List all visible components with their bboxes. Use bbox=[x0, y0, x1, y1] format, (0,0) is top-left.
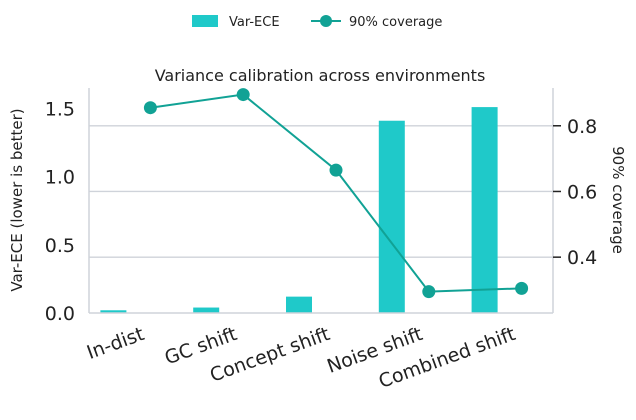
bar-noise-shift bbox=[378, 120, 405, 314]
coverage-point-noise-shift bbox=[422, 285, 436, 299]
legend-label-var-ece: Var-ECE bbox=[229, 15, 280, 30]
coverage-line bbox=[143, 88, 529, 299]
coverage-point-combined-shift bbox=[515, 281, 529, 295]
y-left-tick-label-0: 0.0 bbox=[45, 303, 75, 325]
bar-concept-shift bbox=[286, 296, 312, 313]
bar-in-dist bbox=[100, 310, 127, 313]
y-axis-left-title: Var-ECE (lower is better) bbox=[8, 108, 26, 291]
bar-combined-shift bbox=[471, 107, 498, 313]
legend: Var-ECE 90% coverage bbox=[192, 15, 442, 30]
tick-labels: 0.00.51.01.50.40.60.8In-dist GC shiftConc… bbox=[45, 98, 597, 392]
coverage-point-in-dist bbox=[143, 101, 157, 115]
y-axis-right-title: 90% coverage bbox=[609, 146, 627, 254]
y-left-tick-label-1: 0.5 bbox=[45, 235, 75, 257]
legend-label-coverage: 90% coverage bbox=[349, 15, 442, 30]
y-left-tick-label-3: 1.5 bbox=[45, 98, 75, 120]
legend-swatch-var-ece bbox=[192, 15, 218, 27]
axes bbox=[88, 88, 561, 314]
legend-marker-coverage bbox=[320, 15, 332, 27]
y-left-tick-label-2: 1.0 bbox=[45, 167, 75, 189]
coverage-point-concept-shift bbox=[329, 163, 343, 177]
coverage-polyline bbox=[150, 93, 522, 293]
bars bbox=[100, 107, 498, 314]
chart-title: Variance calibration across environments bbox=[155, 66, 486, 85]
y-right-tick-label-0: 0.4 bbox=[567, 247, 597, 269]
bar-gc-shift bbox=[193, 307, 220, 313]
x-tick-label-in-dist: In-dist bbox=[84, 323, 147, 364]
y-right-tick-label-2: 0.8 bbox=[567, 116, 597, 138]
coverage-point-gc-shift bbox=[236, 88, 250, 102]
y-right-tick-label-1: 0.6 bbox=[567, 181, 597, 203]
